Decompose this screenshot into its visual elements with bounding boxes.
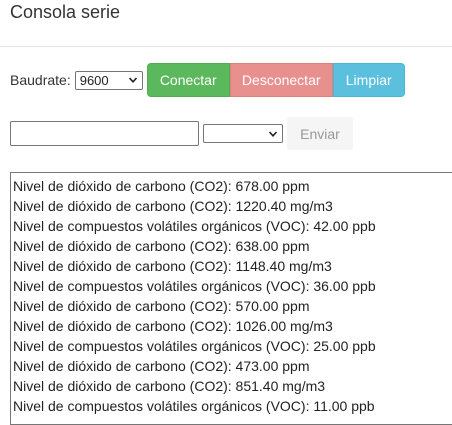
console-line: Nivel de compuestos volátiles orgánicos … bbox=[13, 278, 376, 294]
baudrate-select[interactable]: 9600 bbox=[74, 70, 143, 90]
chevron-down-icon bbox=[128, 77, 137, 83]
send-button[interactable]: Enviar bbox=[287, 117, 353, 150]
connect-button[interactable]: Conectar bbox=[146, 63, 230, 97]
baudrate-label: Baudrate: bbox=[10, 72, 71, 88]
chevron-down-icon bbox=[268, 130, 278, 137]
console-line: Nivel de dióxido de carbono (CO2): 570.0… bbox=[13, 298, 310, 314]
page-title: Consola serie bbox=[10, 2, 121, 22]
line-ending-select[interactable] bbox=[203, 124, 283, 143]
console-line: Nivel de dióxido de carbono (CO2): 1220.… bbox=[13, 198, 333, 214]
console-line: Nivel de dióxido de carbono (CO2): 638.0… bbox=[13, 238, 310, 254]
console-line: Nivel de compuestos volátiles orgánicos … bbox=[13, 218, 376, 234]
console-line: Nivel de dióxido de carbono (CO2): 473.0… bbox=[13, 358, 310, 374]
clear-button[interactable]: Limpiar bbox=[332, 63, 405, 97]
connection-toolbar: Baudrate: 9600 Conectar Desconectar Limp… bbox=[10, 63, 405, 97]
send-toolbar: Enviar bbox=[10, 117, 353, 150]
console-line: Nivel de dióxido de carbono (CO2): 1148.… bbox=[13, 258, 332, 274]
console-line: Nivel de dióxido de carbono (CO2): 678.0… bbox=[13, 178, 310, 194]
console-line: Nivel de dióxido de carbono (CO2): 1026.… bbox=[13, 318, 333, 334]
disconnect-button[interactable]: Desconectar bbox=[229, 63, 333, 97]
baudrate-value: 9600 bbox=[79, 72, 109, 88]
command-input[interactable] bbox=[10, 121, 199, 146]
console-line: Nivel de compuestos volátiles orgánicos … bbox=[13, 398, 375, 414]
header: Consola serie bbox=[0, 0, 452, 47]
console-line: Nivel de dióxido de carbono (CO2): 851.4… bbox=[13, 378, 326, 394]
console-output[interactable]: Nivel de dióxido de carbono (CO2): 678.0… bbox=[10, 172, 452, 425]
console-line: Nivel de compuestos volátiles orgánicos … bbox=[13, 338, 376, 354]
